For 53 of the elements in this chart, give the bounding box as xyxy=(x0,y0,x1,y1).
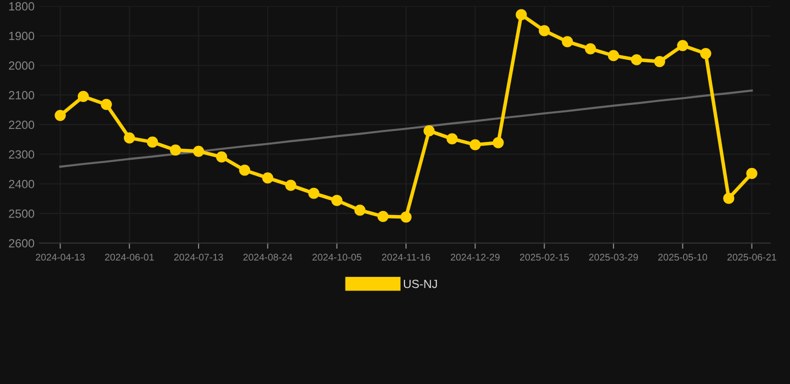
x-tick-label: 2024-06-01 xyxy=(105,254,154,261)
point xyxy=(146,136,158,148)
point xyxy=(193,146,204,157)
point xyxy=(723,192,734,204)
y-tick-label: 2200 xyxy=(8,120,34,129)
point xyxy=(584,43,596,54)
point xyxy=(124,132,135,144)
point xyxy=(308,188,320,199)
x-tick-label: 2024-11-16 xyxy=(382,254,430,261)
point xyxy=(377,210,389,222)
point xyxy=(54,110,66,121)
point xyxy=(400,211,412,223)
legend-label: US-NJ xyxy=(404,280,437,288)
point xyxy=(262,172,274,184)
point xyxy=(78,90,89,102)
y-tick-label: 2500 xyxy=(8,209,34,218)
x-tick-label: 2025-05-10 xyxy=(658,254,708,261)
x-tick-label: 2024-10-05 xyxy=(312,254,362,261)
y-tick-label: 1900 xyxy=(9,32,34,40)
y-tick-label: 2600 xyxy=(8,239,34,248)
point xyxy=(677,40,688,52)
point xyxy=(354,204,366,216)
line-series xyxy=(59,90,753,168)
y-tick-label: 1800 xyxy=(9,2,34,11)
x-tick-label: 2024-08-24 xyxy=(243,254,292,261)
y-tick-label: 2400 xyxy=(8,180,34,188)
point xyxy=(285,180,296,191)
point xyxy=(492,137,504,148)
point xyxy=(630,54,642,66)
x-tick-label: 2024-04-13 xyxy=(36,254,85,261)
point xyxy=(516,9,527,20)
point xyxy=(538,25,550,36)
point xyxy=(216,151,228,162)
y-tick-label: 2300 xyxy=(8,150,34,159)
point xyxy=(562,36,573,48)
x-tick-label: 2025-06-21 xyxy=(727,254,776,261)
point xyxy=(424,125,435,136)
x-tick-label: 2024-12-29 xyxy=(450,254,500,261)
point xyxy=(170,144,182,156)
point xyxy=(608,50,620,62)
point xyxy=(446,133,458,144)
x-tick-label: 2025-02-15 xyxy=(520,254,569,261)
point xyxy=(100,98,112,110)
point xyxy=(470,139,481,150)
y-tick-label: 2000 xyxy=(8,61,34,70)
point xyxy=(700,48,712,60)
x-tick-label: 2025-03-29 xyxy=(589,254,638,261)
point xyxy=(239,164,250,176)
point xyxy=(746,168,758,180)
point xyxy=(654,56,666,68)
y-tick-label: 2100 xyxy=(8,91,34,100)
x-tick-label: 2024-07-13 xyxy=(174,254,223,261)
point xyxy=(331,194,342,206)
